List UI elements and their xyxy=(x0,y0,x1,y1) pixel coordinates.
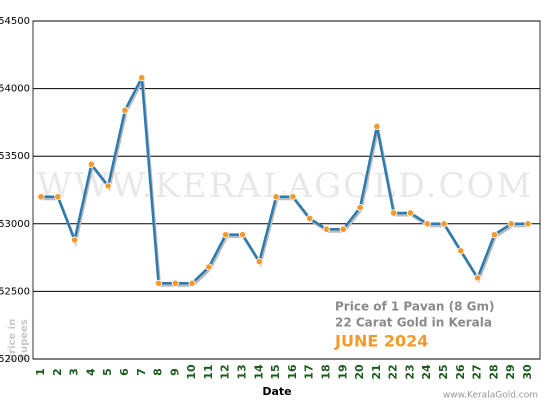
point xyxy=(222,231,230,239)
point xyxy=(37,193,45,201)
point xyxy=(490,231,499,239)
point xyxy=(104,182,112,190)
point xyxy=(322,225,331,233)
x-tick-label: 26 xyxy=(454,364,467,380)
x-tick-label: 17 xyxy=(303,364,316,379)
point xyxy=(406,209,415,217)
month-label: JUNE 2024 xyxy=(334,332,428,351)
x-tick-label: 16 xyxy=(286,364,299,380)
point xyxy=(390,209,398,217)
point xyxy=(138,74,146,82)
point xyxy=(306,214,314,222)
x-tick-label: 22 xyxy=(387,364,400,379)
x-tick-label: 29 xyxy=(504,364,517,379)
y-tick-label: 54000 xyxy=(0,84,30,95)
point xyxy=(507,220,515,228)
x-tick-label: 5 xyxy=(101,368,114,376)
point xyxy=(238,231,247,239)
point xyxy=(524,220,532,228)
point xyxy=(289,193,297,201)
x-tick-label: 7 xyxy=(135,368,148,376)
point xyxy=(272,193,280,201)
x-tick-label: 12 xyxy=(219,364,232,379)
point xyxy=(474,274,482,282)
x-axis-label: Date xyxy=(262,385,291,398)
x-tick-label: 2 xyxy=(51,368,64,376)
point xyxy=(54,193,62,201)
point xyxy=(339,225,347,233)
point xyxy=(373,122,381,131)
x-tick-label: 14 xyxy=(252,364,265,380)
plot-area xyxy=(32,20,541,360)
footer: www.KeralaGold.com xyxy=(443,391,538,401)
x-tick-label: 13 xyxy=(236,364,249,379)
x-tick-label: 1 xyxy=(34,368,47,376)
point xyxy=(255,258,263,266)
y-tick-label: 53000 xyxy=(0,219,30,230)
point xyxy=(457,247,465,255)
x-tick-label: 20 xyxy=(353,364,366,380)
point xyxy=(70,236,79,244)
point xyxy=(423,220,431,228)
y-tick-label: 52500 xyxy=(0,286,30,297)
x-tick-label: 6 xyxy=(118,368,131,376)
x-tick-label: 24 xyxy=(420,364,433,380)
legend-text: Price of 1 Pavan (8 Gm) xyxy=(335,300,495,314)
point xyxy=(171,279,179,287)
x-tick-label: 21 xyxy=(370,364,383,379)
point xyxy=(154,279,163,287)
x-tick-label: 11 xyxy=(202,364,215,379)
x-tick-label: 27 xyxy=(471,364,484,379)
x-tick-label: 15 xyxy=(269,364,282,379)
y-axis-label: Rupees xyxy=(19,319,30,361)
point xyxy=(205,263,213,271)
x-tick-label: 19 xyxy=(336,364,349,379)
point xyxy=(440,220,448,228)
x-tick-label: 30 xyxy=(521,364,534,380)
point xyxy=(188,279,196,287)
point xyxy=(87,160,95,168)
x-tick-label: 3 xyxy=(68,368,81,376)
point xyxy=(356,203,364,212)
x-tick-label: 23 xyxy=(403,364,416,379)
x-tick-label: 28 xyxy=(487,364,500,379)
x-tick-label: 25 xyxy=(437,364,450,379)
y-tick-label: 54500 xyxy=(0,16,30,27)
point xyxy=(121,106,129,114)
y-tick-label: 53500 xyxy=(0,151,30,162)
x-tick-label: 4 xyxy=(84,368,97,376)
price-line xyxy=(41,73,528,285)
x-tick-label: 18 xyxy=(319,364,332,379)
y-tick-label: 52000 xyxy=(0,354,30,365)
x-tick-label: 9 xyxy=(168,368,181,376)
legend-text: 22 Carat Gold in Kerala xyxy=(335,316,492,330)
y-axis-label: Price in xyxy=(7,319,18,361)
x-tick-label: 8 xyxy=(152,368,165,376)
x-tick-label: 10 xyxy=(185,364,198,380)
